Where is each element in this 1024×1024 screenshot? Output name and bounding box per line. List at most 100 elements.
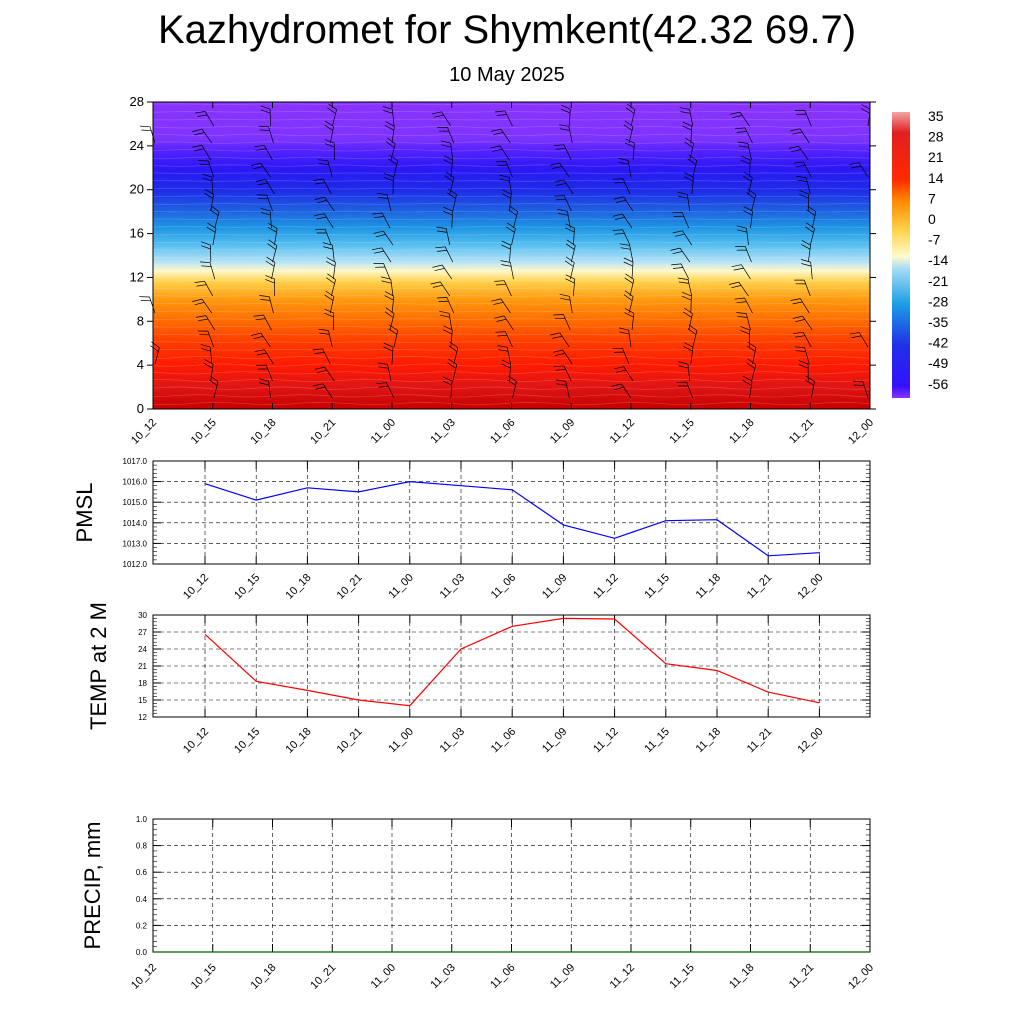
x-tick-label: 10_12: [129, 417, 159, 447]
x-tick-label: 10_12: [181, 726, 211, 756]
x-tick-label: 12_00: [795, 726, 825, 756]
y-tick-label: 0.6: [136, 868, 148, 877]
y-axis-label: TEMP at 2 M: [86, 602, 111, 730]
temp-chart: 12 15 18 21 24 27 30 10_12 10_15 10_18 10_21 11_00 1…: [86, 602, 871, 756]
x-tick-label: 10_21: [308, 417, 338, 447]
y-tick-label: 1012.0: [123, 560, 148, 569]
x-tick-label: 10_15: [189, 417, 219, 447]
x-tick-label: 11_03: [438, 726, 468, 756]
y-tick-label: 24: [138, 645, 147, 654]
plot-frame: [152, 460, 871, 565]
x-tick-label: 12_00: [795, 572, 825, 600]
x-tick-label: 10_18: [283, 726, 313, 756]
y-tick-label: 28: [130, 94, 144, 109]
x-tick-label: 11_09: [548, 962, 578, 992]
y-tick-label: 18: [138, 679, 147, 688]
x-tick-label: 11_18: [694, 572, 724, 600]
x-tick-label: 11_09: [540, 572, 570, 600]
pmsl-chart: 1012.0 1013.0 1014.0 1015.0 1016.0 1017.0 10_1…: [72, 457, 871, 600]
series-line: [204, 617, 820, 707]
colorbar-label: -42: [928, 335, 948, 351]
x-tick-label: 11_15: [642, 726, 672, 756]
y-tick-label: 1013.0: [123, 539, 148, 548]
wind-barbs: [139, 103, 871, 399]
x-tick-label: 11_03: [438, 572, 468, 600]
y-tick-label: 1015.0: [123, 498, 148, 507]
cross-section-chart: 0 4 8 12 16 20 24 28 10_12 10_15 10_18 10_21 11_00 11…: [129, 94, 948, 447]
colorbar-label: 35: [928, 108, 944, 124]
x-tick-label: 10_15: [232, 572, 262, 600]
y-tick-label: 0: [137, 401, 144, 416]
x-tick-label: 11_12: [608, 417, 638, 447]
y-tick-label: 24: [130, 138, 144, 153]
colorbar-label: -7: [928, 232, 941, 248]
x-tick-label: 10_15: [232, 726, 262, 756]
x-tick-label: 10_21: [308, 962, 338, 992]
x-tick-label: 11_21: [745, 726, 775, 756]
colorbar-label: -21: [928, 273, 948, 289]
y-tick-label: 30: [138, 611, 147, 620]
colorbar-label: 14: [928, 170, 944, 186]
x-tick-label: 11_15: [642, 572, 672, 600]
y-tick-label: 12: [138, 713, 147, 722]
x-tick-label: 11_03: [428, 962, 458, 992]
y-tick-label: 0.4: [136, 895, 148, 904]
colorbar: [892, 112, 910, 398]
x-tick-label: 11_06: [488, 417, 518, 447]
y-tick-label: 1014.0: [123, 519, 148, 528]
colorbar-label: -56: [928, 376, 948, 392]
x-tick-label: 10_12: [181, 572, 211, 600]
y-tick-label: 0.8: [136, 842, 148, 851]
x-tick-label: 12_00: [846, 962, 876, 992]
y-axis-label: PMSL: [72, 483, 97, 543]
y-tick-label: 1016.0: [123, 478, 148, 487]
y-tick-label: 4: [137, 357, 144, 372]
y-tick-label: 1017.0: [123, 457, 148, 466]
x-tick-label: 10_21: [335, 726, 365, 756]
x-tick-label: 11_21: [787, 417, 817, 447]
colorbar-label: 0: [928, 211, 936, 227]
x-tick-label: 10_21: [335, 572, 365, 600]
y-tick-label: 12: [130, 269, 144, 284]
x-tick-label: 11_00: [386, 572, 416, 600]
y-tick-label: 16: [130, 226, 144, 241]
x-tick-label: 11_18: [694, 726, 724, 756]
y-tick-label: 0.0: [136, 948, 148, 957]
colorbar-label: 7: [928, 190, 936, 206]
series-line: [204, 480, 820, 557]
x-tick-label: 11_06: [489, 572, 519, 600]
colorbar-label: -14: [928, 252, 948, 268]
x-tick-label: 12_00: [846, 417, 876, 447]
x-tick-label: 11_15: [667, 417, 697, 447]
colorbar-label: -35: [928, 314, 948, 330]
colorbar-label: 28: [928, 129, 944, 145]
chart-subtitle: 10 May 2025: [449, 64, 565, 86]
x-tick-label: 11_15: [667, 962, 697, 992]
x-tick-label: 11_00: [369, 962, 399, 992]
x-tick-label: 10_18: [249, 962, 279, 992]
y-tick-label: 1.0: [136, 815, 148, 824]
x-tick-label: 11_00: [386, 726, 416, 756]
x-tick-label: 11_12: [608, 962, 638, 992]
y-axis-label: PRECIP, mm: [80, 822, 105, 950]
x-tick-label: 11_09: [540, 726, 570, 756]
y-tick-label: 0.2: [136, 921, 148, 930]
x-tick-label: 11_21: [745, 572, 775, 600]
x-tick-label: 11_21: [787, 962, 817, 992]
x-tick-label: 11_12: [591, 726, 621, 756]
x-tick-label: 10_12: [129, 962, 159, 992]
y-tick-label: 20: [130, 182, 144, 197]
y-tick-label: 21: [138, 662, 147, 671]
colorbar-label: 21: [928, 149, 944, 165]
x-tick-label: 11_06: [489, 726, 519, 756]
colorbar-label: -49: [928, 355, 948, 371]
x-tick-label: 11_12: [591, 572, 621, 600]
x-tick-label: 11_18: [727, 417, 757, 447]
x-tick-label: 10_18: [249, 417, 279, 447]
precip-chart: 0.0 0.2 0.4 0.6 0.8 1.0 10_12 10_15 10_18 10_21 11…: [80, 815, 876, 992]
y-tick-label: 27: [138, 628, 147, 637]
x-tick-label: 11_06: [488, 962, 518, 992]
x-tick-label: 11_03: [428, 417, 458, 447]
x-tick-label: 11_09: [548, 417, 578, 447]
plot-frame: [152, 614, 871, 718]
